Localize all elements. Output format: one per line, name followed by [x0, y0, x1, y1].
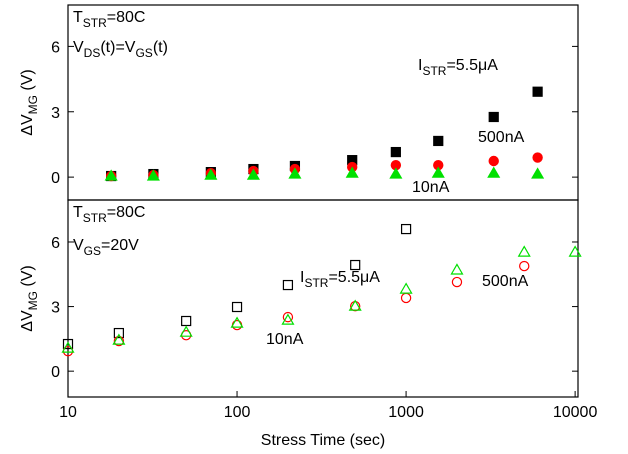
point	[282, 311, 294, 323]
text-part: (t)	[153, 39, 168, 56]
point	[231, 301, 243, 313]
point	[146, 169, 160, 181]
y-tick-label: 3	[51, 300, 60, 317]
text-part: ΔV	[19, 310, 36, 332]
text-part: V	[73, 237, 84, 254]
point	[288, 167, 302, 179]
point	[519, 260, 530, 272]
series-label: ISTR=5.5μA	[418, 57, 498, 78]
point	[487, 166, 501, 178]
text-part: GS	[84, 244, 101, 258]
annotation: TSTR=80C	[73, 9, 145, 30]
point	[113, 335, 125, 347]
plot-frame	[67, 4, 579, 201]
text-part: DS	[84, 46, 101, 60]
point	[113, 327, 124, 339]
text-part: =5.5μA	[328, 269, 380, 286]
point	[61, 341, 75, 353]
text-part: STR	[83, 211, 107, 225]
point	[390, 146, 401, 158]
text-part: V	[73, 39, 84, 56]
y-tick-label: 0	[51, 170, 60, 187]
point	[451, 276, 463, 288]
point	[231, 319, 243, 331]
point	[400, 223, 412, 235]
x-axis-label: Stress Time (sec)	[261, 432, 385, 449]
annotation: VGS=20V	[73, 237, 139, 258]
point	[181, 315, 192, 327]
series-label: 500nA	[478, 129, 525, 146]
series-label: ISTR=5.5μA	[300, 269, 380, 290]
point	[488, 155, 499, 167]
point	[532, 152, 543, 163]
point	[282, 279, 294, 291]
point	[230, 316, 244, 328]
text-part: ΔV	[19, 114, 36, 136]
point	[531, 167, 545, 179]
series-label: 10nA	[412, 179, 450, 196]
y-tick-label: 6	[51, 39, 60, 56]
text-part: GS	[135, 46, 152, 60]
text-part: STR	[83, 16, 107, 30]
text-part: 500nA	[478, 129, 525, 146]
y-axis-label: ΔVMG (V)	[19, 265, 40, 331]
point	[488, 111, 499, 123]
point	[345, 166, 359, 178]
text-part: 10nA	[412, 179, 450, 196]
text-part: =20V	[101, 237, 139, 254]
text-part: 500nA	[482, 273, 529, 290]
text-part: (t)=V	[100, 39, 135, 56]
point	[532, 86, 543, 97]
x-tick-label: 10000	[553, 404, 598, 421]
y-axis-label: ΔVMG (V)	[19, 69, 40, 135]
point	[281, 313, 295, 325]
point	[112, 333, 126, 345]
text-part: =80C	[107, 204, 146, 221]
point	[179, 325, 193, 337]
text-part: (V)	[19, 69, 36, 95]
point	[450, 263, 464, 275]
text-part: I	[418, 57, 422, 74]
point	[104, 169, 118, 181]
point	[517, 245, 531, 257]
text-part: STR	[422, 64, 446, 78]
y-tick-label: 0	[51, 364, 60, 381]
annotation: TSTR=80C	[73, 204, 145, 225]
point	[348, 299, 362, 311]
annotation: VDS(t)=VGS(t)	[73, 39, 168, 60]
point	[350, 259, 361, 271]
point	[389, 167, 403, 179]
series-label: 500nA	[482, 273, 529, 290]
x-tick-label: 100	[224, 404, 251, 421]
text-part: MG	[26, 291, 40, 310]
plot-frame	[67, 199, 579, 398]
text-part: (V)	[19, 265, 36, 291]
point	[204, 168, 218, 180]
text-part: MG	[26, 95, 40, 114]
point	[433, 135, 444, 147]
x-tick-label: 10	[59, 404, 77, 421]
point	[400, 292, 412, 304]
point	[399, 282, 413, 294]
series-label: 10nA	[266, 331, 304, 348]
text-part: =80C	[107, 9, 146, 26]
text-part: T	[73, 9, 83, 26]
y-tick-label: 3	[51, 105, 60, 122]
point	[246, 168, 260, 180]
point	[568, 245, 582, 257]
point	[62, 338, 74, 350]
text-part: =5.5μA	[446, 57, 498, 74]
x-tick-label: 1000	[388, 404, 424, 421]
text-part: STR	[304, 276, 328, 290]
text-part: T	[73, 204, 83, 221]
text-part: 10nA	[266, 331, 304, 348]
y-tick-label: 6	[51, 235, 60, 252]
text-part: I	[300, 269, 304, 286]
point	[431, 166, 445, 178]
